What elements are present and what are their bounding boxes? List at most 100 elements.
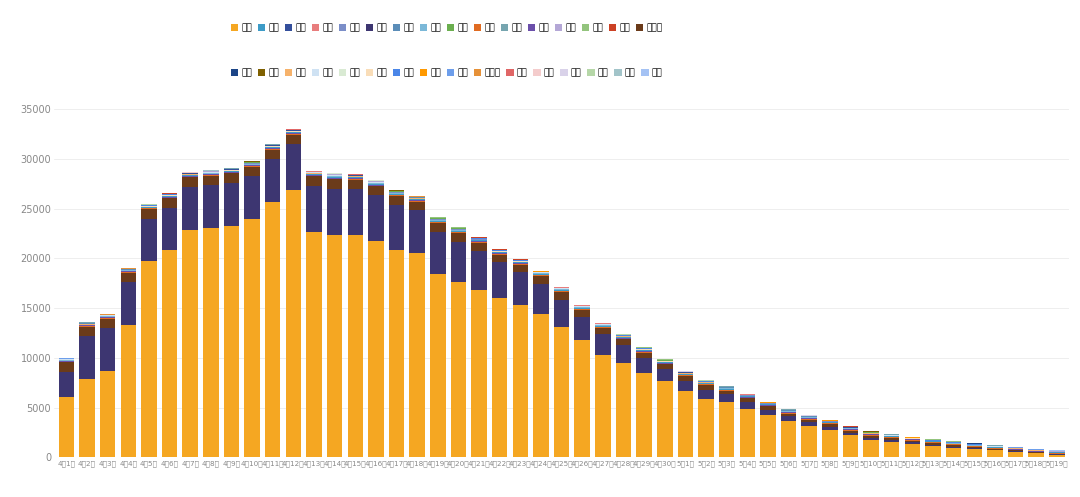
Bar [121,272,136,273]
Bar [677,375,693,376]
Bar [348,180,363,189]
Bar [471,251,487,290]
Bar [636,352,652,358]
Bar [348,177,363,178]
Bar [471,290,487,457]
Bar [740,402,755,409]
Bar [285,132,301,133]
Bar [183,187,198,230]
Bar [224,171,239,172]
Bar [863,434,879,435]
Bar [513,265,528,272]
Bar [450,232,467,233]
Bar [946,447,961,448]
Bar [203,173,218,174]
Bar [740,409,755,457]
Bar [79,327,95,336]
Bar [285,190,301,457]
Bar [677,374,693,375]
Bar [534,275,549,276]
Bar [842,435,859,457]
Bar [141,219,157,261]
Bar [430,221,446,222]
Bar [842,429,859,430]
Bar [595,328,610,334]
Bar [967,448,982,449]
Bar [677,376,693,381]
Bar [58,362,75,372]
Bar [677,381,693,391]
Bar [801,417,816,418]
Bar [616,345,631,363]
Bar [575,317,590,340]
Bar [595,326,610,327]
Bar [79,325,95,326]
Bar [244,167,260,176]
Bar [285,144,301,190]
Bar [141,208,157,209]
Bar [121,325,136,457]
Bar [801,418,816,419]
Bar [224,226,239,457]
Bar [534,314,549,457]
Bar [100,328,116,371]
Bar [409,201,424,202]
Bar [616,363,631,457]
Bar [842,430,859,433]
Bar [430,223,446,232]
Bar [368,241,383,457]
Bar [657,362,673,363]
Bar [781,416,796,421]
Bar [575,308,590,309]
Bar [368,195,383,241]
Bar [492,252,508,253]
Bar [905,444,920,457]
Bar [224,173,239,183]
Bar [905,440,920,442]
Bar [699,385,714,390]
Bar [141,207,157,208]
Bar [348,178,363,179]
Bar [987,449,1002,450]
Bar [987,450,1002,457]
Bar [885,442,900,457]
Bar [307,174,322,175]
Bar [244,176,260,219]
Bar [121,271,136,272]
Bar [926,445,941,446]
Bar [430,222,446,223]
Bar [554,300,569,327]
Bar [183,230,198,457]
Bar [575,340,590,457]
Bar [699,384,714,385]
Bar [946,444,961,445]
Bar [244,166,260,167]
Bar [162,208,177,250]
Bar [513,305,528,457]
Bar [430,274,446,457]
Bar [740,398,755,399]
Bar [203,174,218,175]
Bar [760,410,775,415]
Bar [885,436,900,437]
Bar [822,422,838,423]
Bar [409,199,424,200]
Bar [430,232,446,274]
Bar [1008,451,1023,452]
Bar [471,242,487,243]
Bar [513,264,528,265]
Bar [141,261,157,457]
Bar [554,290,569,291]
Bar [1049,455,1065,457]
Bar [348,189,363,235]
Bar [471,241,487,242]
Bar [987,448,1002,449]
Bar [327,176,342,177]
Bar [244,219,260,457]
Bar [265,202,281,457]
Bar [389,250,404,457]
Bar [616,337,631,338]
Bar [409,202,424,210]
Bar [58,397,75,457]
Bar [327,177,342,178]
